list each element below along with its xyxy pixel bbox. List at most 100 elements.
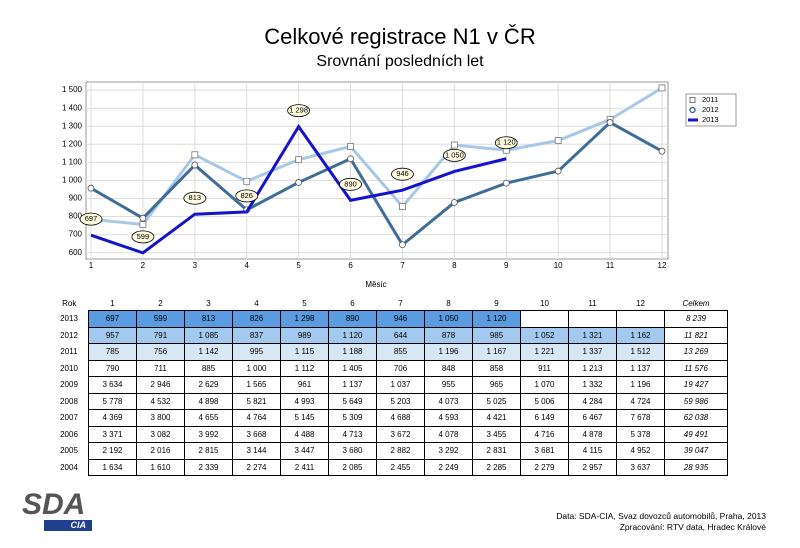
- value-cell: 5 203: [376, 392, 425, 410]
- value-cell: 5 378: [616, 425, 665, 443]
- value-cell: 965: [472, 376, 521, 394]
- empty-cell: [568, 310, 617, 328]
- data-label-bubble: [183, 191, 207, 205]
- value-cell: 3 082: [136, 425, 185, 443]
- table-header: Rok 1 2 3 4 5 6 7 8 9 10 11 12 Celkem: [50, 296, 728, 311]
- value-cell: 2 815: [184, 442, 233, 460]
- value-cell: 11 821: [664, 326, 728, 344]
- value-cell: 2 946: [136, 376, 185, 394]
- value-cell: 4 952: [616, 442, 665, 460]
- data-label-bubble: [494, 136, 518, 150]
- value-cell: 2 274: [232, 458, 281, 476]
- value-cell: 2 882: [376, 442, 425, 460]
- value-cell: 706: [376, 359, 425, 377]
- year-cell: 2009: [60, 380, 78, 390]
- value-cell: 6 467: [568, 409, 617, 427]
- value-cell: 28 935: [664, 458, 728, 476]
- value-cell: 3 680: [328, 442, 377, 460]
- y-tick-label: 1 000: [62, 176, 83, 185]
- value-cell: 2 411: [280, 458, 329, 476]
- header-cell: 8: [446, 298, 451, 308]
- header-cell: Rok: [62, 298, 77, 308]
- value-cell: 1 050: [424, 310, 473, 328]
- empty-cell: [520, 310, 569, 328]
- header-cell: 5: [302, 298, 307, 308]
- value-cell: 911: [520, 359, 569, 377]
- value-cell: 2 629: [184, 376, 233, 394]
- value-cell: 2 192: [88, 442, 137, 460]
- footer-processed: Zpracování: RTV data, Hradec Králové: [619, 522, 766, 532]
- year-cell: 2008: [60, 396, 78, 406]
- series-line: [90, 120, 663, 247]
- value-cell: 1 000: [232, 359, 281, 377]
- value-cell: 4 688: [376, 409, 425, 427]
- value-cell: 5 649: [328, 392, 377, 410]
- value-cell: 4 115: [568, 442, 617, 460]
- value-cell: 2 455: [376, 458, 425, 476]
- header-cell: 7: [398, 298, 403, 308]
- header-cell: 10: [540, 298, 549, 308]
- marker: [502, 179, 510, 187]
- value-cell: 957: [88, 326, 137, 344]
- value-cell: 4 993: [280, 392, 329, 410]
- header-cell: 2: [158, 298, 163, 308]
- marker: [399, 203, 406, 211]
- value-cell: 1 162: [616, 326, 665, 344]
- x-tick-label: 5: [296, 261, 301, 270]
- value-cell: 644: [376, 326, 425, 344]
- value-cell: 4 724: [616, 392, 665, 410]
- value-cell: 4 488: [280, 425, 329, 443]
- value-cell: 3 681: [520, 442, 569, 460]
- value-cell: 3 992: [184, 425, 233, 443]
- value-cell: 858: [472, 359, 521, 377]
- data-label: 946: [396, 169, 409, 178]
- header-cell: 9: [494, 298, 499, 308]
- value-cell: 961: [280, 376, 329, 394]
- x-tick-label: 10: [554, 261, 563, 270]
- value-cell: 756: [136, 343, 185, 361]
- year-cell: 2011: [60, 347, 78, 357]
- marker: [450, 199, 458, 206]
- y-tick-label: 700: [69, 230, 83, 239]
- value-cell: 837: [232, 326, 281, 344]
- value-cell: 1 142: [184, 343, 233, 361]
- value-cell: 4 073: [424, 392, 473, 410]
- value-cell: 5 778: [88, 392, 137, 410]
- marker: [606, 119, 614, 126]
- value-cell: 49 491: [664, 425, 728, 443]
- data-label: 813: [189, 193, 202, 202]
- value-cell: 813: [184, 310, 233, 328]
- value-cell: 1 337: [568, 343, 617, 361]
- value-cell: 711: [136, 359, 185, 377]
- value-cell: 2 249: [424, 458, 473, 476]
- value-cell: 1 405: [328, 359, 377, 377]
- header-cell: 3: [206, 298, 211, 308]
- value-cell: 1 188: [328, 343, 377, 361]
- data-label: 599: [137, 232, 150, 241]
- data-label-bubble: [339, 177, 362, 191]
- value-cell: 1 120: [472, 310, 521, 328]
- value-cell: 5 145: [280, 409, 329, 427]
- legend-label: 2011: [702, 95, 718, 104]
- year-cell: 2013: [60, 314, 78, 324]
- year-cell: 2005: [60, 446, 78, 456]
- value-cell: 2 339: [184, 458, 233, 476]
- y-tick-label: 1 100: [62, 157, 83, 166]
- marker: [347, 155, 354, 163]
- value-cell: 1 052: [520, 326, 569, 344]
- marker: [243, 177, 251, 185]
- value-cell: 855: [376, 343, 425, 361]
- value-cell: 3 637: [616, 458, 665, 476]
- value-cell: 5 025: [472, 392, 521, 410]
- value-cell: 2 285: [472, 458, 521, 476]
- value-cell: 2 016: [136, 442, 185, 460]
- value-cell: 1 196: [616, 376, 665, 394]
- value-cell: 5 006: [520, 392, 569, 410]
- y-tick-label: 1 300: [62, 121, 83, 130]
- table-row: 2004 1 634 1 610 2 339 2 274 2 411 2 085 2 455 2…: [50, 458, 728, 476]
- value-cell: 1 634: [88, 458, 137, 476]
- data-label-bubble: [442, 149, 466, 162]
- table-row: 2006 3 371 3 082 3 992 3 668 4 488 4 713 3 672 4…: [50, 425, 728, 443]
- x-tick-label: 11: [606, 261, 615, 270]
- value-cell: 3 144: [232, 442, 281, 460]
